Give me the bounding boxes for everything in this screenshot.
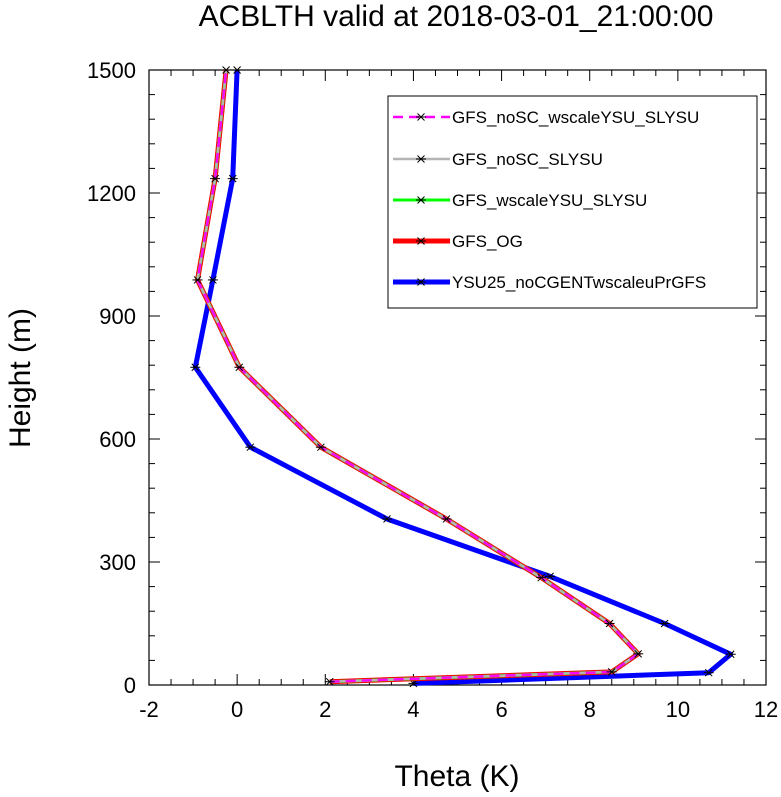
y-tick-label: 1500 <box>87 58 136 83</box>
legend-label: GFS_noSC_wscaleYSU_SLYSU <box>452 108 699 127</box>
x-tick-label: 0 <box>231 697 243 722</box>
data-point <box>193 276 202 284</box>
legend-entry: YSU25_noCGENTwscaleuPrGFS <box>393 273 706 292</box>
x-axis-label: Theta (K) <box>394 760 519 793</box>
data-point <box>605 619 614 628</box>
data-point <box>383 515 391 523</box>
data-point <box>660 619 669 628</box>
data-point <box>325 677 334 686</box>
data-point <box>191 363 200 372</box>
x-tick-label: 4 <box>407 697 419 722</box>
chart-title: ACBLTH valid at 2018-03-01_21:00:00 <box>199 0 714 33</box>
data-point <box>442 515 451 523</box>
y-tick-label: 900 <box>99 304 136 329</box>
data-point <box>537 573 546 582</box>
legend-items: GFS_noSC_wscaleYSU_SLYSU GFS_noSC_SLYSU GF… <box>393 108 706 292</box>
legend-marker <box>417 155 425 163</box>
data-point <box>634 649 643 658</box>
data-point <box>726 650 735 659</box>
data-point <box>211 174 219 183</box>
legend-box <box>387 95 758 309</box>
y-axis-label: Height (m) <box>4 308 37 448</box>
legend-marker <box>417 278 425 286</box>
legend-label: GFS_wscaleYSU_SLYSU <box>452 191 647 210</box>
x-tick-label: 12 <box>754 697 778 722</box>
y-tick-label: 600 <box>99 427 136 452</box>
x-tick-label: -2 <box>139 697 159 722</box>
legend-marker <box>417 196 425 204</box>
data-point <box>228 174 237 183</box>
data-point <box>233 66 241 74</box>
legend-label: GFS_noSC_SLYSU <box>452 150 603 169</box>
data-point <box>607 668 616 676</box>
data-point <box>546 572 554 581</box>
data-point <box>704 668 713 677</box>
legend-marker <box>417 113 425 121</box>
legend-entry: GFS_OG <box>393 232 523 251</box>
data-point <box>317 443 325 452</box>
x-tick-label: 8 <box>584 697 596 722</box>
legend: GFS_noSC_wscaleYSU_SLYSU GFS_noSC_SLYSU GF… <box>387 95 758 309</box>
legend-entry: GFS_noSC_wscaleYSU_SLYSU <box>393 108 699 127</box>
series-layer <box>190 66 736 688</box>
x-tick-label: 10 <box>666 697 690 722</box>
data-point <box>246 443 255 452</box>
series-GFS_noSC_wscaleYSU_SLYSU <box>192 66 644 686</box>
data-point <box>209 276 217 284</box>
legend-marker <box>417 237 425 245</box>
legend-entry: GFS_wscaleYSU_SLYSU <box>393 191 647 210</box>
legend-entry: GFS_noSC_SLYSU <box>393 150 603 169</box>
x-tick-label: 6 <box>495 697 507 722</box>
y-tick-label: 1200 <box>87 181 136 206</box>
data-point <box>235 363 244 372</box>
legend-label: GFS_OG <box>452 232 523 251</box>
y-tick-label: 0 <box>124 673 136 698</box>
y-tick-label: 300 <box>99 550 136 575</box>
legend-label: YSU25_noCGENTwscaleuPrGFS <box>452 273 706 292</box>
data-point <box>222 66 230 74</box>
x-tick-label: 2 <box>319 697 331 722</box>
